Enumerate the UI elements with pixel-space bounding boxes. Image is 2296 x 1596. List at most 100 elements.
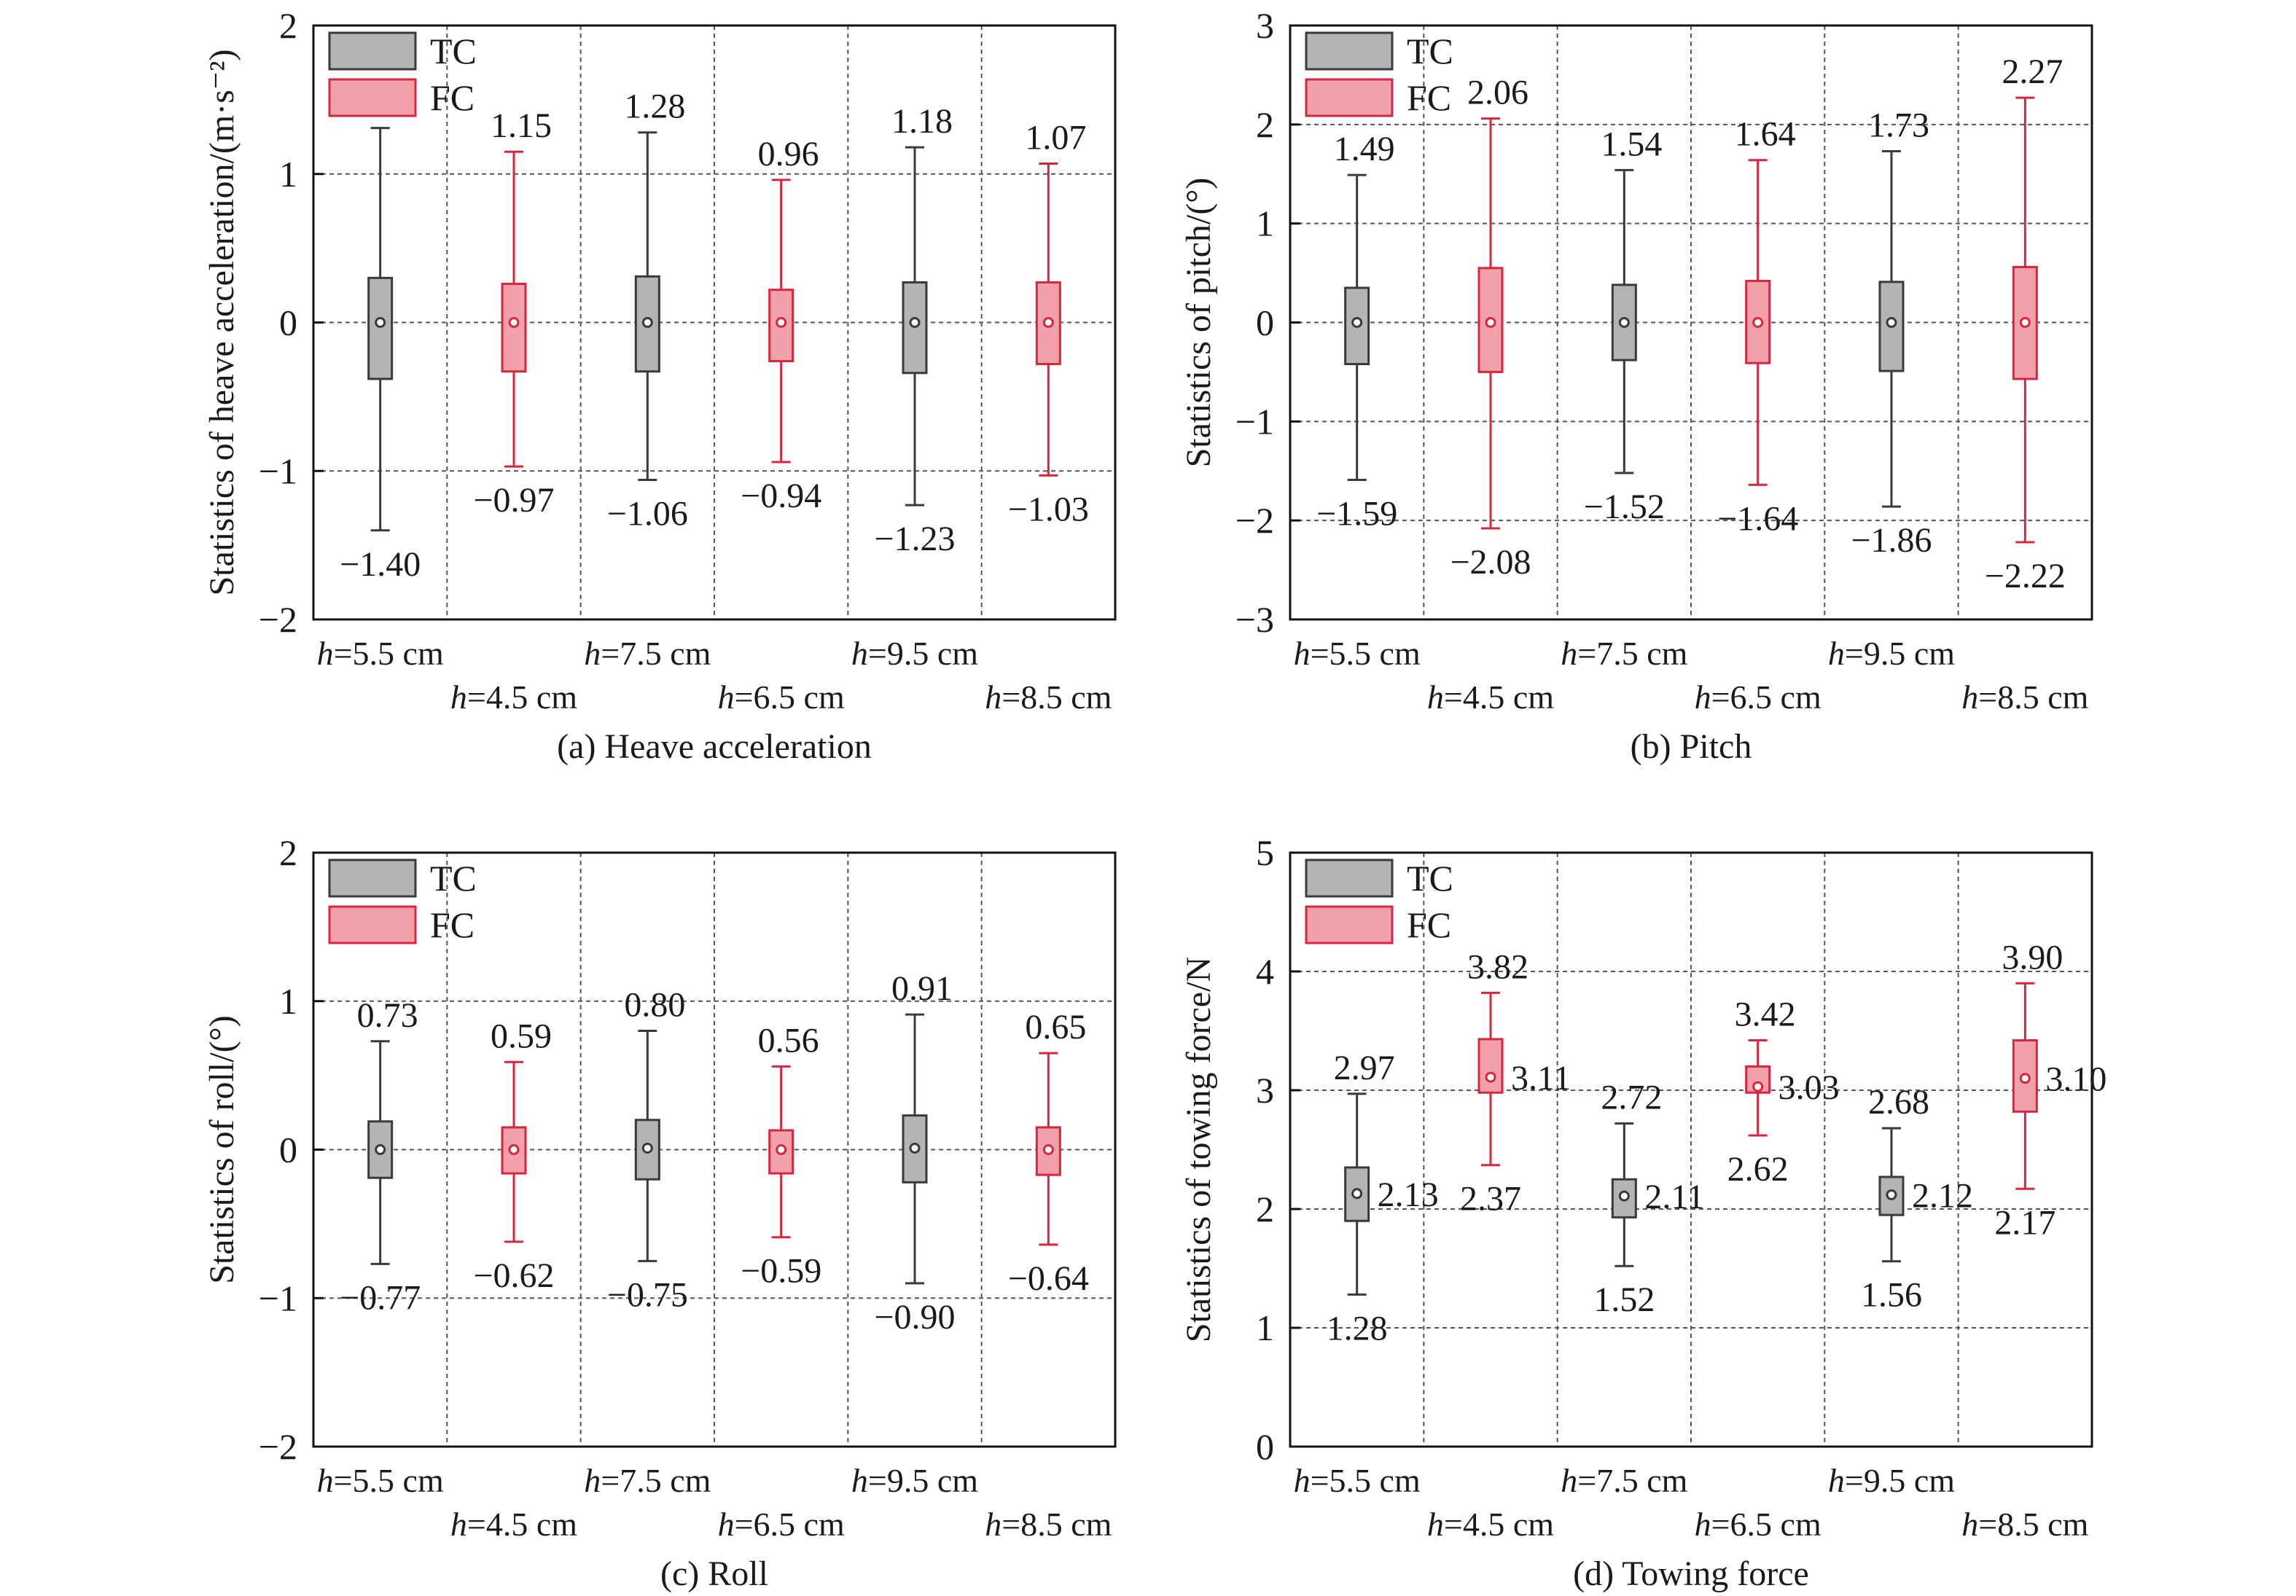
box-tc: 2.97 1.28 2.13: [1327, 1049, 1439, 1347]
max-value-label: 1.28: [624, 87, 685, 126]
min-value-label: 2.37: [1460, 1180, 1521, 1218]
legend-swatch-fc: [328, 78, 417, 117]
min-value-label: −1.06: [607, 494, 688, 533]
x-category-label: h=8.5 cm: [985, 678, 1112, 716]
median-marker: [776, 317, 787, 328]
box-iqr: [634, 1119, 660, 1181]
y-tick-label: 3: [1256, 5, 1274, 46]
min-value-label: −1.59: [1316, 494, 1397, 533]
box-fc: 3.82 2.37 3.11: [1460, 947, 1571, 1218]
x-category-label: h=5.5 cm: [1294, 1462, 1421, 1499]
legend-swatch-tc: [1305, 31, 1394, 71]
x-category-label: h=8.5 cm: [1961, 678, 2088, 716]
legend-swatch-tc: [1305, 858, 1394, 898]
legend-label-tc: TC: [430, 31, 477, 71]
min-value-label: −1.64: [1717, 499, 1798, 538]
min-value-label: −0.97: [473, 481, 554, 520]
median-marker: [2019, 1073, 2031, 1084]
y-axis-label: Statistics of heave acceleration/(m·s⁻²): [203, 49, 241, 595]
x-category-label: h=7.5 cm: [1561, 1462, 1687, 1499]
y-tick-label: 0: [1256, 302, 1274, 343]
median-marker: [1886, 317, 1897, 328]
panel-caption: (c) Roll: [660, 1554, 768, 1593]
box-tc: 0.80 −0.75: [607, 986, 688, 1315]
box-fc: 0.65 −0.64: [1008, 1008, 1089, 1298]
x-category-label: h=7.5 cm: [584, 635, 711, 672]
max-value-label: 1.15: [491, 106, 552, 145]
max-value-label: 1.54: [1601, 125, 1662, 163]
box-fc: 3.90 2.17 3.10: [1994, 938, 2106, 1242]
legend-label-fc: FC: [430, 904, 475, 945]
y-tick-label: −1: [1235, 401, 1274, 442]
legend-label-tc: TC: [430, 858, 477, 899]
y-tick-label: −2: [259, 1426, 297, 1467]
y-tick-label: 2: [279, 832, 297, 873]
box-tc: 0.73 −0.77: [340, 996, 421, 1318]
legend-swatch-fc: [1305, 78, 1394, 117]
y-tick-label: 1: [279, 981, 297, 1022]
x-category-label: h=9.5 cm: [851, 1462, 978, 1499]
x-category-label: h=4.5 cm: [450, 1506, 577, 1543]
y-tick-label: 3: [1256, 1070, 1274, 1111]
median-value-label: 3.11: [1511, 1059, 1571, 1098]
median-marker: [375, 1144, 386, 1155]
y-tick-label: 2: [279, 5, 297, 46]
min-value-label: −1.40: [340, 545, 421, 584]
box-tc: 2.72 1.52 2.11: [1593, 1079, 1704, 1320]
x-category-label: h=7.5 cm: [1561, 635, 1687, 672]
y-tick-label: −3: [1235, 599, 1274, 640]
box-fc: 1.64 −1.64: [1717, 115, 1798, 539]
min-value-label: −0.90: [874, 1298, 955, 1337]
y-tick-label: 1: [279, 154, 297, 195]
max-value-label: 2.68: [1868, 1083, 1929, 1122]
min-value-label: 1.28: [1327, 1309, 1388, 1347]
y-axis-label: Statistics of pitch/(°): [1179, 178, 1218, 468]
box-fc: 3.42 2.62 3.03: [1727, 995, 1840, 1189]
box-tc: 1.31−1.40: [340, 83, 421, 584]
max-value-label: 2.97: [1334, 1049, 1395, 1087]
median-marker: [508, 1144, 520, 1155]
y-tick-label: −2: [259, 599, 297, 640]
legend: TC FC: [1305, 31, 1453, 118]
median-marker: [1752, 1081, 1764, 1092]
legend-label-fc: FC: [1407, 904, 1451, 945]
max-value-label: 1.49: [1334, 130, 1395, 168]
legend-label-fc: FC: [1407, 77, 1451, 118]
x-category-label: h=8.5 cm: [985, 1506, 1112, 1543]
min-value-label: −1.23: [874, 520, 955, 558]
box-iqr: [1035, 1126, 1061, 1176]
x-category-label: h=6.5 cm: [718, 1506, 845, 1543]
x-category-label: h=9.5 cm: [1828, 635, 1955, 672]
chart-panel-pitch: −3 −2 −1 0 1 2 3 Statistics of pitch/(°) h=5.5 c…: [1179, 5, 2093, 766]
max-value-label: 2.06: [1467, 74, 1528, 112]
x-category-label: h=9.5 cm: [851, 635, 978, 672]
legend-swatch-fc: [1305, 905, 1394, 944]
legend-swatch-tc: [328, 858, 417, 898]
min-value-label: 2.17: [1994, 1203, 2055, 1242]
median-marker: [375, 317, 386, 328]
max-value-label: 0.65: [1025, 1008, 1086, 1047]
median-marker: [909, 317, 921, 328]
median-marker: [508, 317, 520, 328]
x-category-label: h=4.5 cm: [450, 678, 577, 716]
legend: TC FC: [328, 858, 477, 945]
max-value-label: 3.82: [1467, 947, 1528, 986]
panel-caption: (d) Towing force: [1573, 1554, 1809, 1593]
legend-label-fc: FC: [430, 77, 475, 118]
x-category-label: h=7.5 cm: [584, 1462, 711, 1499]
box-tc: 2.68 1.56 2.12: [1861, 1083, 1973, 1315]
median-marker: [641, 1142, 653, 1154]
min-value-label: 1.56: [1861, 1276, 1922, 1315]
median-marker: [1618, 317, 1630, 328]
x-category-label: h=5.5 cm: [1294, 635, 1421, 672]
max-value-label: 1.18: [891, 102, 953, 141]
box-fc: 0.96 −0.94: [741, 135, 821, 515]
min-value-label: −1.03: [1008, 490, 1089, 528]
min-value-label: −2.22: [1985, 557, 2066, 595]
x-category-label: h=4.5 cm: [1427, 678, 1554, 716]
max-value-label: 1.64: [1735, 115, 1796, 154]
plot-frame: [1289, 851, 2093, 1448]
box-fc: 2.27 −2.22: [1985, 52, 2066, 595]
min-value-label: −1.86: [1851, 521, 1932, 560]
